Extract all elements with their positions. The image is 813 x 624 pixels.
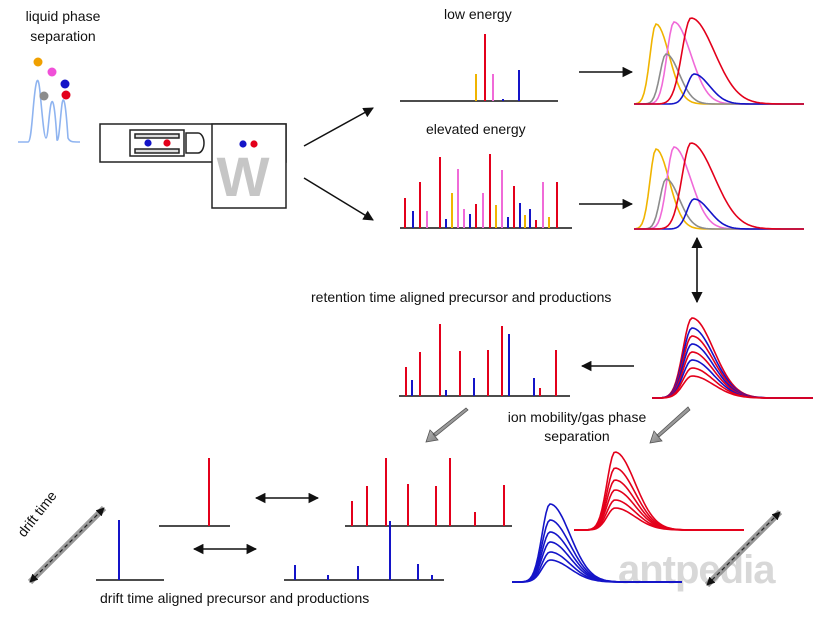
arrow-to-elevated-energy bbox=[303, 177, 374, 221]
orange-dot-icon bbox=[33, 57, 43, 67]
spectrum-sticks bbox=[118, 34, 558, 580]
drift-aligned-label: drift time aligned precursor and product… bbox=[100, 590, 370, 606]
gray-dot-icon bbox=[39, 91, 49, 101]
elevated-energy-chrom-red-peak bbox=[634, 142, 804, 230]
ion-mobility-label-line2: separation bbox=[544, 428, 610, 444]
elevated-energy-label: elevated energy bbox=[426, 121, 526, 137]
blue-dot-icon bbox=[60, 79, 70, 89]
diagonal-arrow-right bbox=[649, 406, 691, 444]
tof-letter: W bbox=[217, 145, 270, 208]
ion-mobility-label: ion mobility/gas phase separation bbox=[482, 408, 672, 446]
low-energy-label: low energy bbox=[444, 6, 512, 22]
red-dot-icon bbox=[61, 90, 71, 100]
chromatogram-peaks bbox=[512, 17, 813, 583]
liquid-phase-label: liquid phase separation bbox=[8, 6, 118, 46]
ion-mobility-label-line1: ion mobility/gas phase bbox=[507, 409, 647, 425]
lc-chromatogram bbox=[18, 57, 81, 143]
instrument-schematic: W bbox=[99, 123, 287, 209]
low-energy-chrom-red-peak bbox=[634, 17, 804, 105]
diagonal-arrow-left bbox=[425, 407, 469, 443]
arrow-to-low-energy bbox=[303, 107, 374, 147]
liquid-phase-label-line1: liquid phase bbox=[25, 8, 101, 24]
pink-dot-icon bbox=[47, 67, 57, 77]
gradient-arrows bbox=[27, 406, 783, 588]
mobility-blue-chrom-5 bbox=[512, 559, 682, 583]
retention-chrom-7 bbox=[652, 375, 813, 399]
retention-aligned-label: retention time aligned precursor and pro… bbox=[311, 289, 612, 305]
liquid-phase-label-line2: separation bbox=[30, 28, 96, 44]
